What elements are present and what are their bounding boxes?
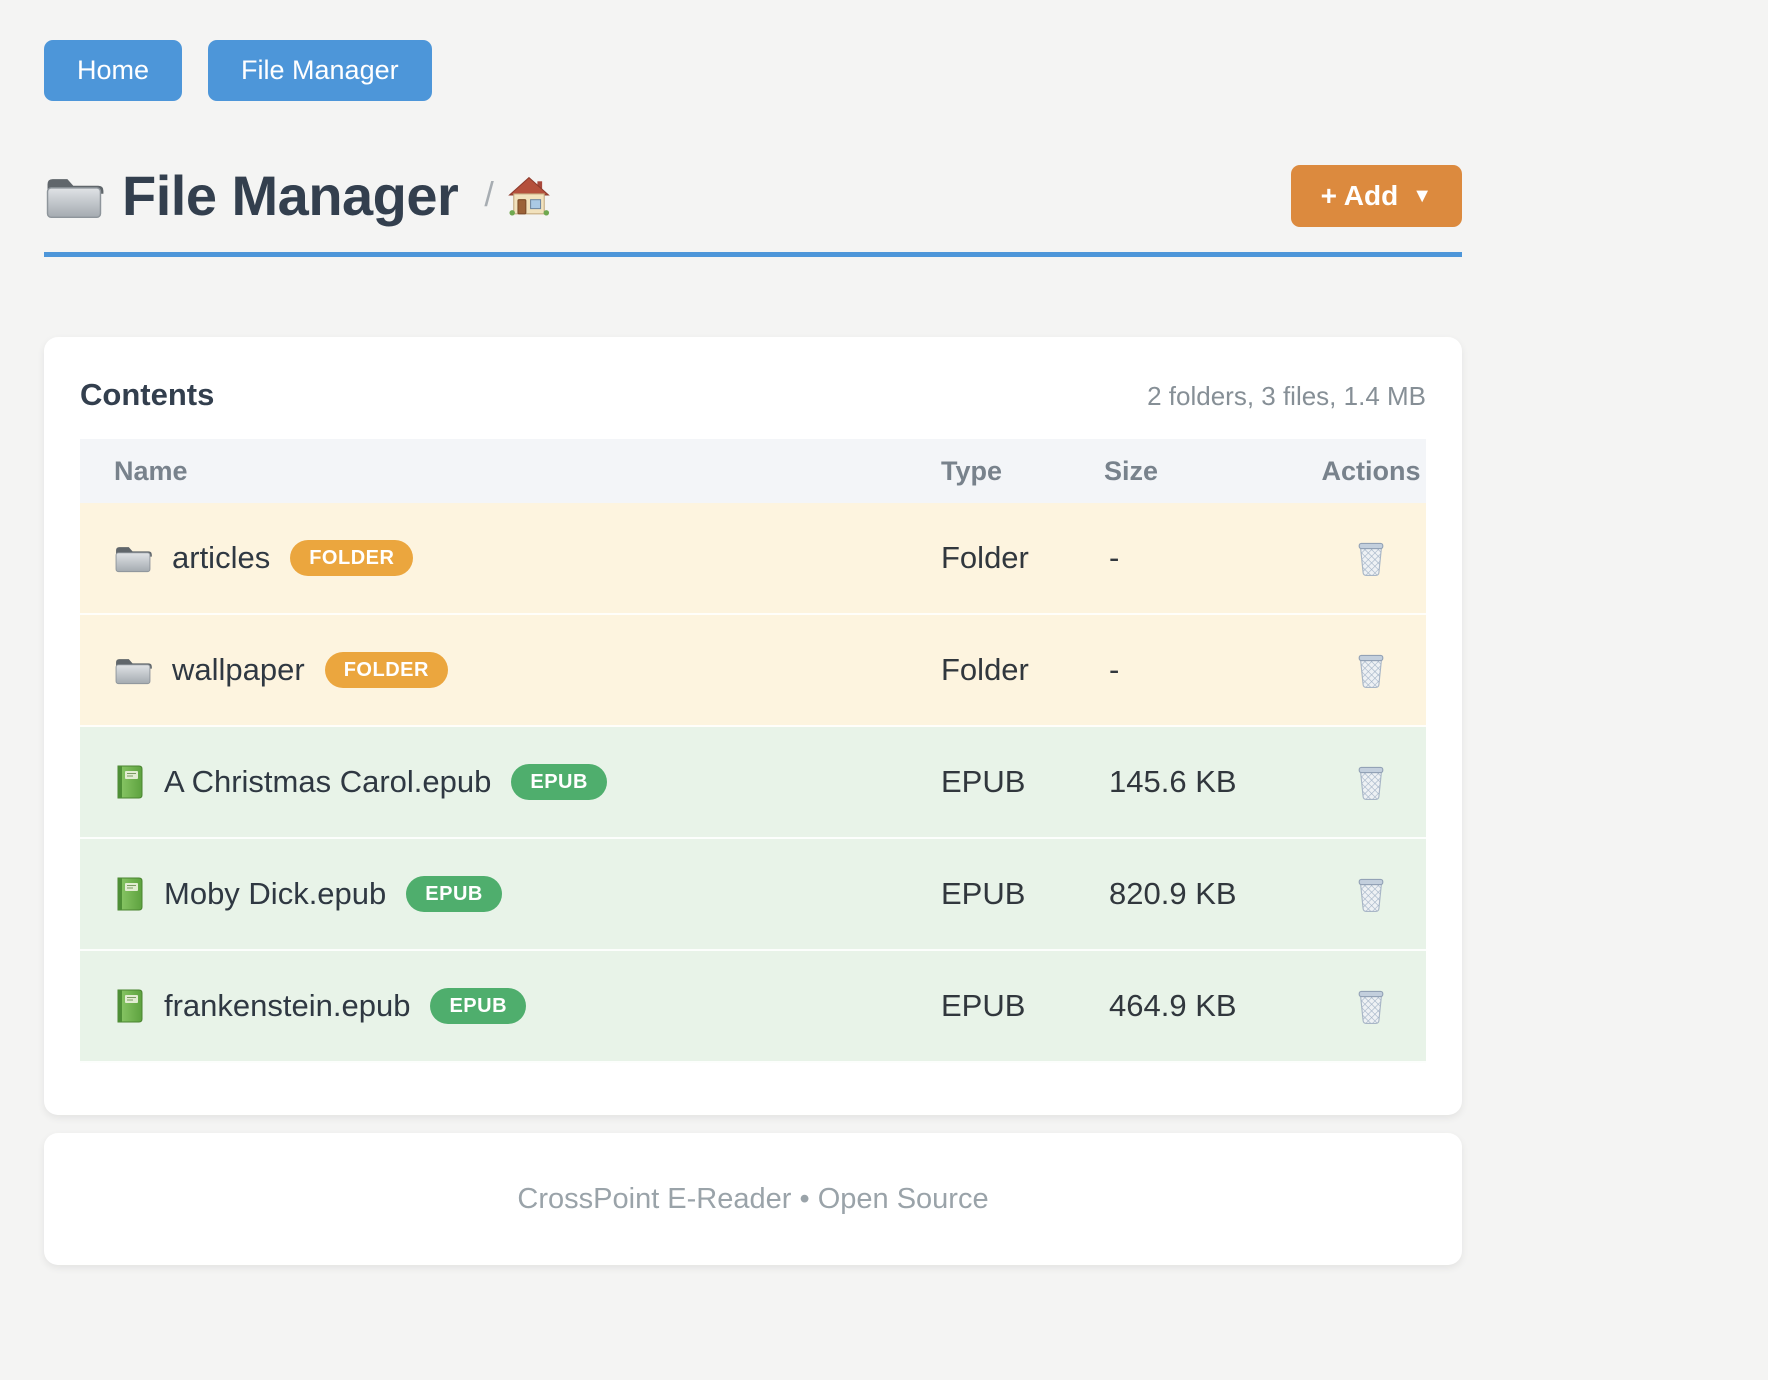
page-header: File Manager / + Add ▼: [44, 163, 1462, 228]
file-name[interactable]: A Christmas Carol.epub: [164, 764, 492, 799]
wastebasket-icon: [1355, 651, 1387, 689]
table-row[interactable]: Moby Dick.epub EPUB EPUB 820.9 KB: [80, 839, 1426, 951]
page-container: Home File Manager File Manager / + Add ▼…: [44, 0, 1462, 1265]
file-manager-button[interactable]: File Manager: [208, 40, 432, 101]
file-name[interactable]: articles: [172, 540, 271, 575]
footer-text: CrossPoint E-Reader • Open Source: [517, 1182, 989, 1215]
size-cell: 820.9 KB: [1109, 876, 1237, 911]
green-book-icon: [114, 764, 144, 800]
folder-icon: [44, 171, 104, 221]
type-cell: EPUB: [941, 764, 1026, 799]
header-name: Name: [114, 455, 188, 486]
wastebasket-icon: [1355, 539, 1387, 577]
type-badge: EPUB: [406, 876, 502, 912]
type-badge: EPUB: [430, 988, 527, 1024]
wastebasket-icon: [1355, 987, 1387, 1025]
delete-button[interactable]: [1351, 647, 1391, 693]
type-cell: Folder: [941, 652, 1029, 687]
file-name[interactable]: frankenstein.epub: [164, 988, 411, 1023]
table-header-row: Name Type Size Actions: [80, 439, 1426, 503]
green-book-icon: [114, 988, 144, 1024]
table-row[interactable]: frankenstein.epub EPUB EPUB 464.9 KB: [80, 951, 1426, 1063]
wastebasket-icon: [1355, 763, 1387, 801]
breadcrumb-separator: /: [484, 176, 494, 214]
size-cell: 145.6 KB: [1109, 764, 1237, 799]
chevron-down-icon: ▼: [1412, 184, 1432, 207]
add-button[interactable]: + Add ▼: [1290, 164, 1462, 227]
card-header: Contents 2 folders, 3 files, 1.4 MB: [80, 377, 1426, 413]
footer: CrossPoint E-Reader • Open Source: [44, 1133, 1462, 1265]
contents-summary: 2 folders, 3 files, 1.4 MB: [1147, 381, 1426, 411]
type-badge: EPUB: [511, 764, 607, 800]
type-badge: FOLDER: [324, 652, 448, 688]
delete-button[interactable]: [1351, 535, 1391, 581]
add-button-label: + Add: [1320, 179, 1399, 211]
type-cell: EPUB: [941, 988, 1026, 1023]
file-name[interactable]: wallpaper: [172, 652, 305, 687]
header-actions: Actions: [1321, 455, 1421, 486]
green-book-icon: [114, 876, 144, 912]
delete-button[interactable]: [1351, 983, 1391, 1029]
type-badge: FOLDER: [290, 540, 414, 576]
table-row[interactable]: A Christmas Carol.epub EPUB EPUB 145.6 K…: [80, 727, 1426, 839]
type-cell: Folder: [941, 540, 1029, 575]
home-button[interactable]: Home: [44, 40, 183, 101]
type-cell: EPUB: [941, 876, 1026, 911]
delete-button[interactable]: [1351, 871, 1391, 917]
size-cell: -: [1109, 652, 1120, 687]
card-title: Contents: [80, 377, 215, 412]
title-divider: [44, 252, 1462, 257]
contents-card: Contents 2 folders, 3 files, 1.4 MB Name…: [44, 337, 1462, 1115]
size-cell: -: [1109, 540, 1120, 575]
file-name[interactable]: Moby Dick.epub: [164, 876, 387, 911]
breadcrumb: /: [484, 176, 549, 216]
page-title: File Manager: [122, 164, 459, 227]
table-row[interactable]: articles FOLDER Folder -: [80, 503, 1426, 615]
header-type: Type: [941, 455, 1003, 486]
header-size: Size: [1104, 455, 1159, 486]
size-cell: 464.9 KB: [1109, 988, 1237, 1023]
folder-icon: [114, 654, 152, 686]
folder-icon: [114, 542, 152, 574]
house-icon[interactable]: [508, 176, 550, 216]
file-table: Name Type Size Actions articles FOLDER F…: [80, 439, 1426, 1063]
top-nav: Home File Manager: [44, 0, 1462, 101]
wastebasket-icon: [1355, 875, 1387, 913]
delete-button[interactable]: [1351, 759, 1391, 805]
title-group: File Manager /: [44, 163, 550, 228]
table-row[interactable]: wallpaper FOLDER Folder -: [80, 615, 1426, 727]
